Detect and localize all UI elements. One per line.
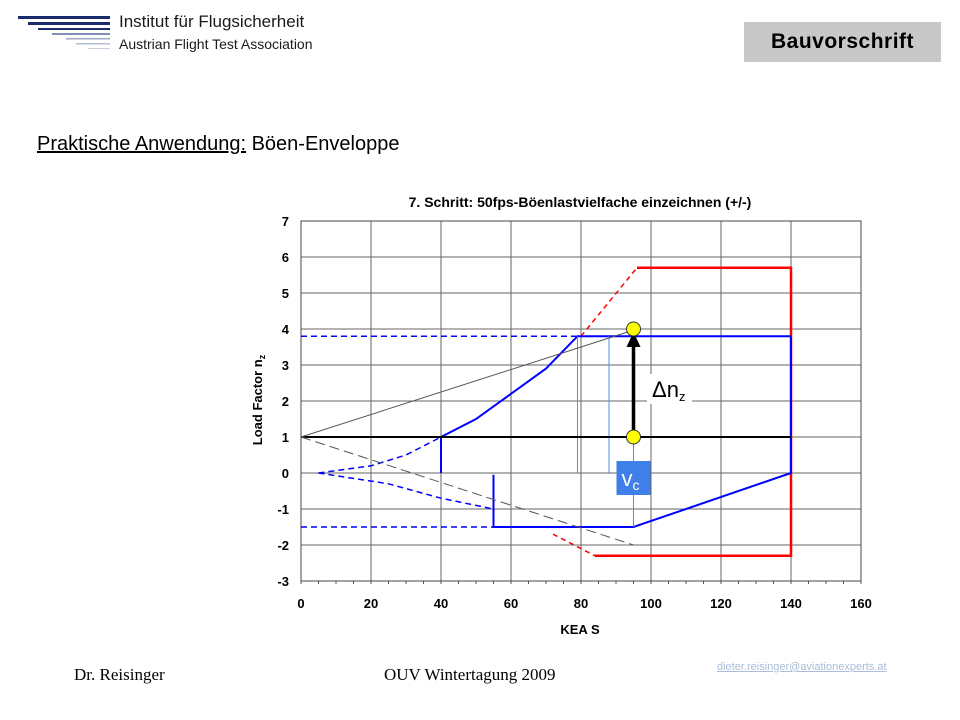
x-axis-label: KEA S bbox=[560, 622, 600, 637]
x-tick-label: 60 bbox=[504, 596, 518, 611]
series-blue-solid-line bbox=[440, 335, 792, 528]
x-tick-label: 140 bbox=[780, 596, 802, 611]
slide-heading: Praktische Anwendung: Böen-Enveloppe bbox=[37, 133, 399, 156]
x-tick-label: 120 bbox=[710, 596, 732, 611]
org-subtitle: Austrian Flight Test Association bbox=[119, 36, 313, 52]
y-tick-label: 4 bbox=[282, 322, 290, 337]
y-tick-labels: -3 -2 -1 0 1 2 3 4 5 6 7 bbox=[277, 214, 289, 589]
institute-logo-icon bbox=[18, 16, 110, 49]
delta-label: Δnz bbox=[652, 377, 685, 404]
upper-gust-point-marker bbox=[626, 321, 641, 337]
lower-gust-point-marker bbox=[626, 429, 641, 445]
footer-event: OUV Wintertagung 2009 bbox=[384, 665, 556, 684]
plot-border bbox=[300, 220, 862, 582]
x-tick-label: 80 bbox=[574, 596, 588, 611]
chart-overlay: vc Δnz bbox=[616, 321, 692, 495]
vc-label-main: v bbox=[622, 466, 633, 491]
footer-email-link[interactable]: dieter.reisinger@aviationexperts.at bbox=[717, 661, 887, 673]
delta-label-bg bbox=[647, 374, 692, 404]
x-tick-label: 0 bbox=[297, 596, 304, 611]
series-gray-solid-line bbox=[300, 328, 638, 438]
chart-title: 7. Schritt: 50fps-Böenlastvielfache einz… bbox=[409, 194, 752, 210]
delta-label-sub: z bbox=[679, 389, 686, 404]
svg-text:Load Factor nz: Load Factor nz bbox=[250, 354, 267, 445]
x-tick-label: 40 bbox=[434, 596, 448, 611]
heading-rest: Böen-Enveloppe bbox=[246, 133, 400, 155]
series-blue-dashed-line bbox=[318, 436, 442, 474]
x-tick-label: 100 bbox=[640, 596, 662, 611]
chart-series bbox=[300, 266, 793, 558]
y-tick-label: 0 bbox=[282, 466, 289, 481]
delta-label-main: Δn bbox=[652, 377, 679, 402]
vc-label-sub: c bbox=[633, 477, 640, 493]
y-tick-label: -2 bbox=[277, 538, 289, 553]
y-tick-label: 2 bbox=[282, 394, 289, 409]
x-tick-label: 160 bbox=[850, 596, 872, 611]
y-tick-label: -3 bbox=[277, 574, 289, 589]
x-tick-label: 20 bbox=[364, 596, 378, 611]
vc-label: vc bbox=[622, 466, 640, 493]
y-tick-label: 3 bbox=[282, 358, 289, 373]
y-axis-label-main: Load Factor n bbox=[250, 359, 265, 445]
y-tick-label: 5 bbox=[282, 286, 289, 301]
x-tick-labels: 0 20 40 60 80 100 120 140 160 bbox=[297, 596, 871, 611]
heading-underlined: Praktische Anwendung: bbox=[37, 133, 247, 155]
y-axis-label-sub: z bbox=[257, 354, 267, 359]
y-tick-label: 6 bbox=[282, 250, 289, 265]
delta-arrow-head-icon bbox=[626, 332, 641, 347]
series-blue-dashed-line bbox=[318, 472, 494, 510]
series-red-solid-line bbox=[595, 266, 793, 558]
series-gray-dashed-line bbox=[300, 436, 634, 546]
y-axis-label: Load Factor nz bbox=[250, 354, 267, 445]
section-badge: Bauvorschrift bbox=[744, 22, 941, 62]
vc-box bbox=[616, 461, 651, 495]
footer-author: Dr. Reisinger bbox=[74, 665, 165, 684]
y-tick-label: -1 bbox=[277, 502, 289, 517]
series-red-dashed-line bbox=[552, 533, 596, 557]
y-tick-label: 1 bbox=[282, 430, 289, 445]
chart-grid bbox=[300, 220, 862, 584]
series-red-dashed-line bbox=[580, 267, 638, 337]
org-name: Institut für Flugsicherheit bbox=[119, 12, 305, 31]
y-tick-label: 7 bbox=[282, 214, 289, 229]
